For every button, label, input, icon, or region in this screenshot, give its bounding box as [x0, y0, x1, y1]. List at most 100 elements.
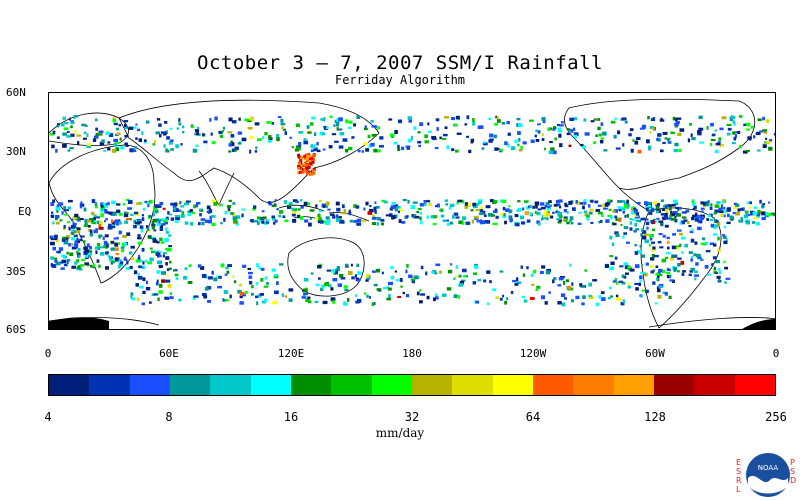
rain-cell: [336, 207, 341, 212]
rain-cell: [516, 117, 521, 121]
rain-cell: [66, 251, 69, 255]
rain-cell: [478, 206, 483, 210]
rain-cell: [529, 212, 533, 216]
rain-cell: [154, 209, 159, 214]
rain-cell: [98, 247, 100, 251]
rain-cell: [250, 219, 254, 223]
rain-cell: [700, 207, 705, 210]
rain-cell: [276, 208, 279, 211]
rain-cell: [765, 211, 769, 216]
rain-cell: [631, 210, 635, 215]
rain-cell: [88, 250, 93, 253]
rain-cell: [138, 265, 143, 268]
rain-cell: [76, 227, 81, 231]
rain-cell: [679, 245, 682, 248]
rain-cell: [394, 130, 398, 134]
rain-cell: [103, 245, 107, 249]
rain-cell: [264, 132, 268, 136]
rain-cell: [757, 210, 761, 213]
rain-cell: [339, 274, 344, 278]
rain-cell: [239, 292, 245, 296]
rain-cell: [184, 221, 189, 225]
rain-cell: [726, 208, 731, 212]
rain-cell: [434, 293, 438, 297]
colorbar-segment: [89, 375, 130, 395]
rain-cell: [733, 205, 738, 209]
rain-cell: [281, 293, 284, 298]
rain-cell: [706, 218, 710, 221]
rain-cell: [125, 144, 129, 147]
rain-cell: [627, 203, 630, 208]
rain-cell: [120, 146, 125, 150]
rain-cell: [493, 200, 498, 204]
rain-cell: [746, 128, 750, 131]
rain-cell: [558, 219, 563, 222]
rain-cell: [558, 133, 562, 138]
rain-cell: [149, 247, 153, 250]
rain-cell: [162, 254, 165, 258]
rain-cell: [439, 136, 442, 140]
rain-cell: [578, 211, 582, 214]
rain-cell: [471, 219, 475, 224]
rain-cell: [405, 293, 410, 298]
rain-cell: [534, 201, 540, 206]
rain-cell: [712, 256, 717, 260]
rain-cell: [377, 216, 381, 221]
lon-label-120e: 120E: [277, 347, 305, 360]
rain-cell: [467, 203, 471, 207]
rain-cell: [61, 254, 66, 258]
rain-cell: [666, 211, 669, 215]
rain-cell: [141, 131, 144, 136]
rain-cell: [759, 199, 762, 204]
rain-cell: [442, 133, 448, 137]
rain-cell: [372, 214, 376, 218]
rain-cell: [433, 215, 437, 219]
rain-cell: [288, 288, 294, 292]
rain-cell: [706, 125, 709, 130]
rain-cell: [602, 203, 605, 208]
rain-cell: [294, 148, 299, 152]
rain-cell: [311, 116, 316, 120]
rain-cell: [647, 201, 652, 205]
rain-cell: [124, 256, 127, 261]
rain-cell: [312, 153, 316, 157]
rain-cell: [522, 207, 525, 211]
rain-cell: [659, 285, 663, 288]
rain-cell: [434, 272, 438, 275]
rain-cell: [714, 219, 717, 223]
rain-cell: [719, 210, 724, 213]
rain-cell: [645, 262, 649, 266]
rain-cell: [648, 243, 651, 247]
rain-cell: [679, 243, 682, 246]
rain-cell: [86, 133, 89, 137]
rain-cell: [244, 118, 249, 122]
rain-cell: [445, 203, 449, 206]
rain-cell: [77, 254, 80, 258]
rain-cell: [107, 141, 111, 144]
rain-cell: [732, 131, 736, 135]
rain-cell: [666, 138, 669, 142]
rain-cell: [361, 220, 366, 223]
rain-cell: [713, 212, 718, 215]
rain-cell: [419, 216, 422, 221]
rain-cell: [653, 218, 656, 221]
rain-cell: [517, 131, 521, 135]
rain-cell: [408, 274, 413, 279]
rain-cell: [117, 242, 120, 245]
rain-cell: [495, 215, 499, 219]
rain-cell: [636, 212, 640, 216]
rain-cell: [268, 135, 272, 139]
antarctica-shape-east: [742, 319, 775, 329]
rain-cell: [230, 134, 235, 138]
rain-cell: [428, 202, 432, 206]
rain-cell: [444, 116, 449, 119]
rain-cell: [66, 259, 69, 264]
rain-cell: [588, 294, 592, 298]
rain-cell: [690, 133, 693, 137]
rain-cell: [686, 220, 690, 225]
rain-cell: [208, 219, 212, 224]
rain-cell: [766, 212, 772, 217]
rain-cell: [668, 295, 672, 299]
rain-cell: [648, 209, 651, 214]
rain-cell: [63, 206, 67, 210]
